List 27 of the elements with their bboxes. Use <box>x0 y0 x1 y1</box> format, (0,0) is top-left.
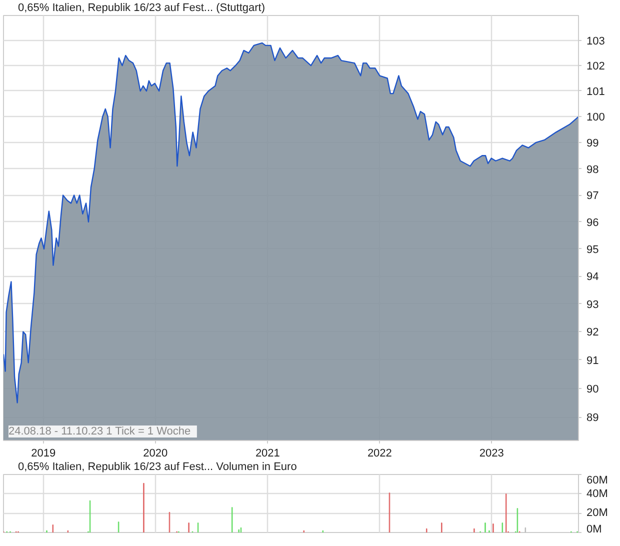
x-tick-label: 2019 <box>31 448 56 460</box>
text: 0,65% Italien, Republik 16/23 auf Fest... (Stuttgart) <box>18 2 266 14</box>
y-tick-label: 96 <box>586 216 599 229</box>
y-tick-label: 103 <box>586 35 605 48</box>
y-tick-label: 90 <box>586 383 599 396</box>
y-tick-label: 101 <box>586 86 605 98</box>
y-tick-label: 102 <box>586 60 605 73</box>
x-tick-label: 2022 <box>367 448 392 460</box>
y-tick-label: 94 <box>586 271 599 284</box>
series-label: 0,65% Italien, Republik 16/23 auf Fest... Volumen in Euro <box>18 461 297 473</box>
y-tick-label: 40M <box>586 488 608 500</box>
y-tick-label: 91 <box>586 354 599 367</box>
y-tick-label: 92 <box>586 326 599 339</box>
annotation: 24.08.18 - 11.10.23 1 Tick = 1 Woche <box>8 426 191 438</box>
x-tick-label: 2021 <box>255 448 280 460</box>
y-tick-label: 60M <box>586 474 608 486</box>
y-tick-label: 95 <box>586 244 599 256</box>
y-tick-label: 93 <box>586 298 599 311</box>
y-tick-label: 98 <box>586 164 599 176</box>
y-tick-label: 89 <box>586 412 599 424</box>
y-tick-label: 100 <box>586 112 605 124</box>
x-tick-label: 2020 <box>143 448 168 460</box>
x-tick-label: 2023 <box>479 448 504 460</box>
y-tick-label: 20M <box>586 507 608 520</box>
y-tick-label: 99 <box>586 138 599 150</box>
y-tick-label: 0M <box>586 524 602 536</box>
y-tick-label: 97 <box>586 190 599 202</box>
